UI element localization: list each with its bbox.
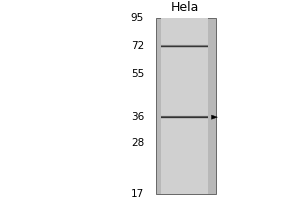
Text: 95: 95 xyxy=(131,13,144,23)
Text: 36: 36 xyxy=(131,112,144,122)
Text: Hela: Hela xyxy=(170,1,199,14)
Text: 72: 72 xyxy=(131,41,144,51)
Text: 17: 17 xyxy=(131,189,144,199)
Polygon shape xyxy=(212,115,218,119)
Bar xyxy=(156,18,216,194)
Text: 28: 28 xyxy=(131,138,144,148)
Bar xyxy=(160,18,208,194)
Text: 55: 55 xyxy=(131,69,144,79)
